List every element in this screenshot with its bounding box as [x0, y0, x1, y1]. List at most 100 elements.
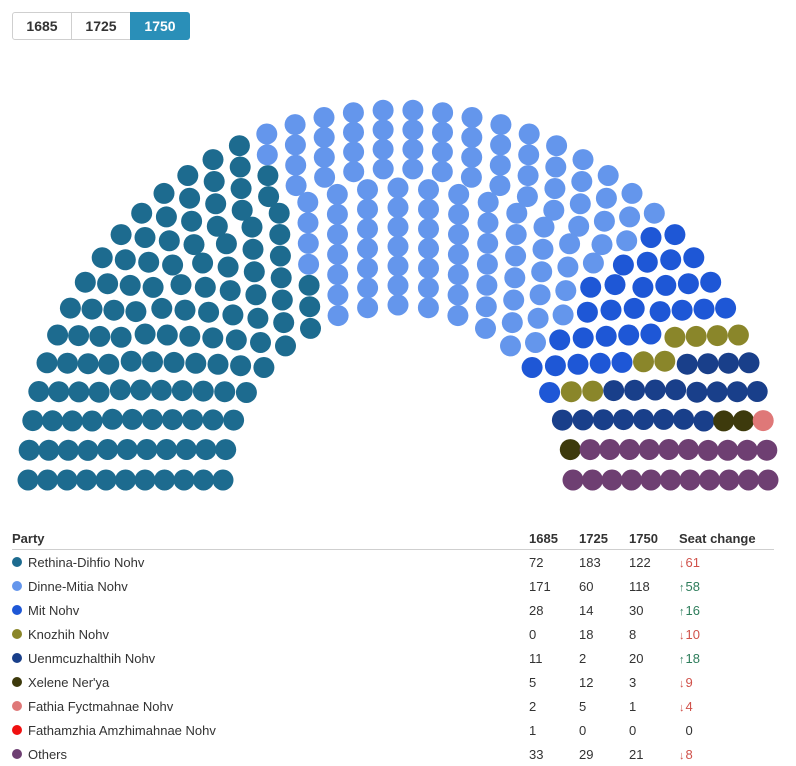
seat-dot — [357, 297, 379, 319]
seat-dot — [418, 238, 439, 259]
seat-dot — [250, 332, 271, 353]
seat-dot — [158, 230, 180, 252]
seat-dot — [222, 304, 244, 326]
seat-dot — [357, 277, 379, 299]
seat-dot — [706, 381, 728, 403]
seat-dot — [504, 267, 526, 289]
seat-dot — [229, 156, 251, 178]
seat-dot — [579, 439, 601, 461]
seat-dot — [619, 439, 640, 460]
tab-year-1725[interactable]: 1725 — [71, 12, 131, 40]
seat-dot — [418, 179, 439, 201]
seat-change-value: 9 — [685, 674, 693, 690]
seat-dot — [448, 223, 469, 245]
seat-dot — [582, 252, 604, 274]
seats-1725: 14 — [579, 602, 594, 618]
seat-dot — [343, 141, 365, 163]
party-name: Uenmcuzhalthih Nohv — [28, 650, 156, 666]
seat-dot — [700, 271, 722, 293]
seat-change: ↑16 — [679, 603, 774, 618]
seat-change: ↓8 — [679, 747, 774, 762]
seat-dot — [503, 289, 525, 311]
seat-dot — [616, 230, 638, 252]
seat-dot — [572, 149, 594, 171]
seat-dot — [163, 351, 185, 373]
seat-dot — [81, 410, 103, 432]
seat-dot — [314, 166, 336, 188]
party-name: Rethina-Dihfio Nohv — [28, 554, 145, 570]
seat-dot — [599, 439, 621, 460]
seat-dot — [516, 186, 538, 208]
seats-1725: 5 — [579, 698, 587, 714]
seat-dot — [738, 352, 760, 374]
seat-dot — [76, 469, 97, 491]
seat-dot — [418, 218, 439, 240]
seat-dot — [114, 249, 136, 271]
seat-dot — [215, 439, 237, 461]
seat-dot — [57, 352, 78, 374]
table-header: Party 1685 1725 1750 Seat change — [12, 527, 774, 550]
seat-dot — [683, 247, 705, 269]
seat-dot — [447, 264, 469, 286]
seat-dot — [677, 439, 699, 460]
seat-dot — [525, 332, 546, 353]
seat-dot — [115, 469, 136, 491]
arrow-up-icon: ↑ — [679, 581, 685, 594]
seat-dot — [269, 245, 291, 267]
seat-dot — [256, 123, 278, 145]
party-cell: Rethina-Dihfio Nohv — [12, 555, 529, 570]
seat-dot — [230, 178, 252, 199]
seat-change-value: 4 — [685, 698, 693, 714]
seat-dot — [671, 299, 693, 321]
seat-dot — [300, 317, 321, 339]
seat-dot — [241, 216, 263, 238]
seat-dot — [490, 134, 512, 156]
seats-1685: 171 — [529, 578, 551, 594]
seat-dot — [18, 439, 40, 461]
seat-dot — [194, 276, 216, 298]
seats-1750: 8 — [629, 626, 637, 642]
seat-dot — [253, 357, 275, 378]
seat-dot — [402, 158, 424, 180]
seat-dot — [632, 276, 654, 298]
seat-dot — [119, 274, 141, 296]
arrow-down-icon: ↓ — [679, 557, 685, 570]
seat-dot — [418, 198, 439, 220]
seat-change-value: 10 — [685, 626, 700, 642]
seat-dot — [228, 135, 250, 157]
seat-dot — [636, 251, 658, 273]
seat-dot — [559, 233, 581, 255]
seat-dot — [655, 274, 677, 296]
seat-dot — [461, 126, 483, 148]
seat-dot — [604, 274, 626, 296]
seat-dot — [258, 186, 280, 208]
seat-dot — [297, 232, 319, 254]
party-cell: Knozhih Nohv — [12, 627, 529, 642]
seat-dot — [658, 439, 680, 460]
seat-dot — [162, 409, 183, 431]
seat-dot — [136, 439, 158, 460]
seat-dot — [357, 198, 378, 220]
seat-dot — [551, 409, 573, 431]
seat-dot — [387, 197, 409, 218]
seat-dot — [717, 439, 739, 461]
seat-dot — [653, 408, 675, 430]
seat-dot — [214, 381, 236, 403]
table-row: Knozhih Nohv 0 18 8 ↓10 — [12, 622, 774, 646]
party-color-dot — [12, 701, 22, 711]
seat-dot — [686, 381, 708, 403]
seat-dot — [268, 202, 290, 224]
party-name: Xelene Ner'ya — [28, 674, 110, 690]
seat-dot — [589, 352, 611, 374]
seats-1725: 12 — [579, 674, 594, 690]
seat-dot — [327, 305, 349, 327]
seat-dot — [175, 439, 197, 460]
seat-dot — [476, 253, 498, 275]
seats-1750: 20 — [629, 650, 644, 666]
seat-dot — [539, 382, 561, 403]
seat-dot — [387, 236, 409, 257]
seat-dot — [120, 350, 142, 372]
tab-year-1685[interactable]: 1685 — [12, 12, 72, 40]
tab-year-1750[interactable]: 1750 — [130, 12, 190, 40]
